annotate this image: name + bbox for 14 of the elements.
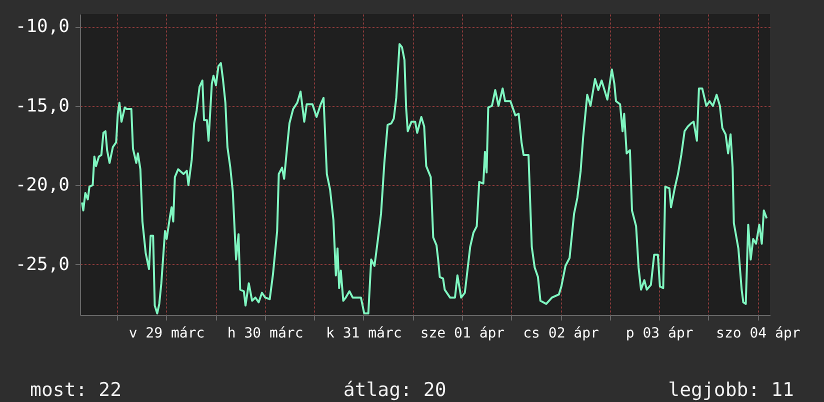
x-tick-label: v 29 márc [128, 326, 205, 342]
y-tick-label: -25,0 [15, 254, 70, 275]
text: legjobb: 11 [668, 379, 794, 401]
x-tick-label: szo 04 ápr [716, 326, 800, 342]
y-tick-label: -10,0 [15, 16, 70, 38]
x-tick-label: cs 02 ápr [523, 326, 599, 342]
x-tick-label: p 03 ápr [626, 326, 694, 342]
x-tick-label: h 30 márc [227, 326, 304, 342]
text: most: 22 [30, 379, 122, 401]
y-tick-label: -15,0 [15, 95, 70, 116]
x-tick-label: k 31 márc [326, 326, 402, 342]
y-tick-label: -20,0 [15, 174, 70, 196]
text: átlag: 20 [343, 379, 446, 401]
x-tick-label: sze 01 ápr [420, 326, 505, 342]
